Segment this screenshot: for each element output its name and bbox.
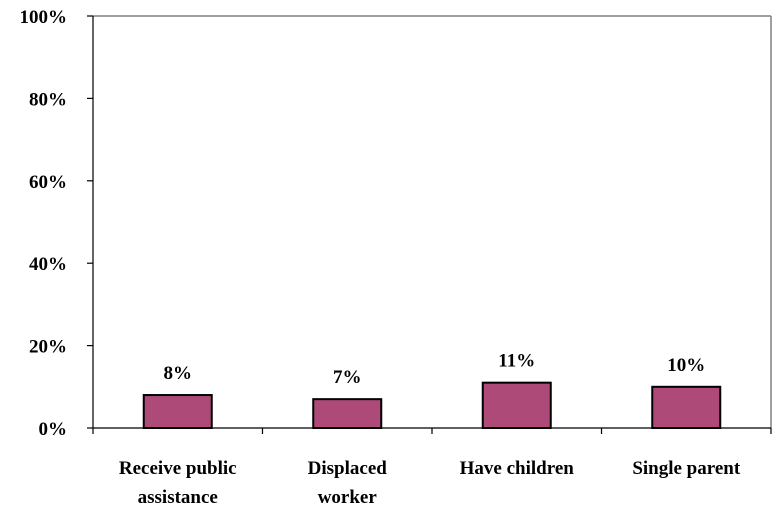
category-label: assistance [138, 487, 218, 506]
y-tick-label: 80% [29, 89, 67, 110]
bar [312, 398, 383, 430]
plot-frame [93, 15, 772, 428]
category-label: Displaced [308, 458, 388, 479]
bar [481, 381, 552, 429]
category-label: worker [318, 487, 378, 506]
category-label: Single parent [632, 458, 741, 479]
data-label: 10% [667, 355, 705, 376]
data-label: 11% [498, 351, 535, 372]
bars [142, 381, 722, 430]
category-label: Have children [460, 458, 575, 479]
data-labels: 8% 7% 11% 10% [164, 351, 706, 388]
bar [142, 394, 213, 430]
data-label: 7% [333, 367, 362, 388]
y-tick-label: 0% [39, 419, 68, 440]
y-tick-label: 20% [29, 337, 67, 358]
y-axis: 0% 20% 40% 60% 80% 100% [20, 7, 94, 440]
bar [651, 385, 722, 429]
y-tick-label: 60% [29, 172, 67, 193]
y-tick-label: 100% [20, 7, 68, 28]
category-label: Receive public [119, 458, 237, 479]
y-tick-label: 40% [29, 254, 67, 275]
category-labels: Receive public assistance Displaced worker H… [119, 458, 741, 506]
data-label: 8% [164, 363, 193, 384]
